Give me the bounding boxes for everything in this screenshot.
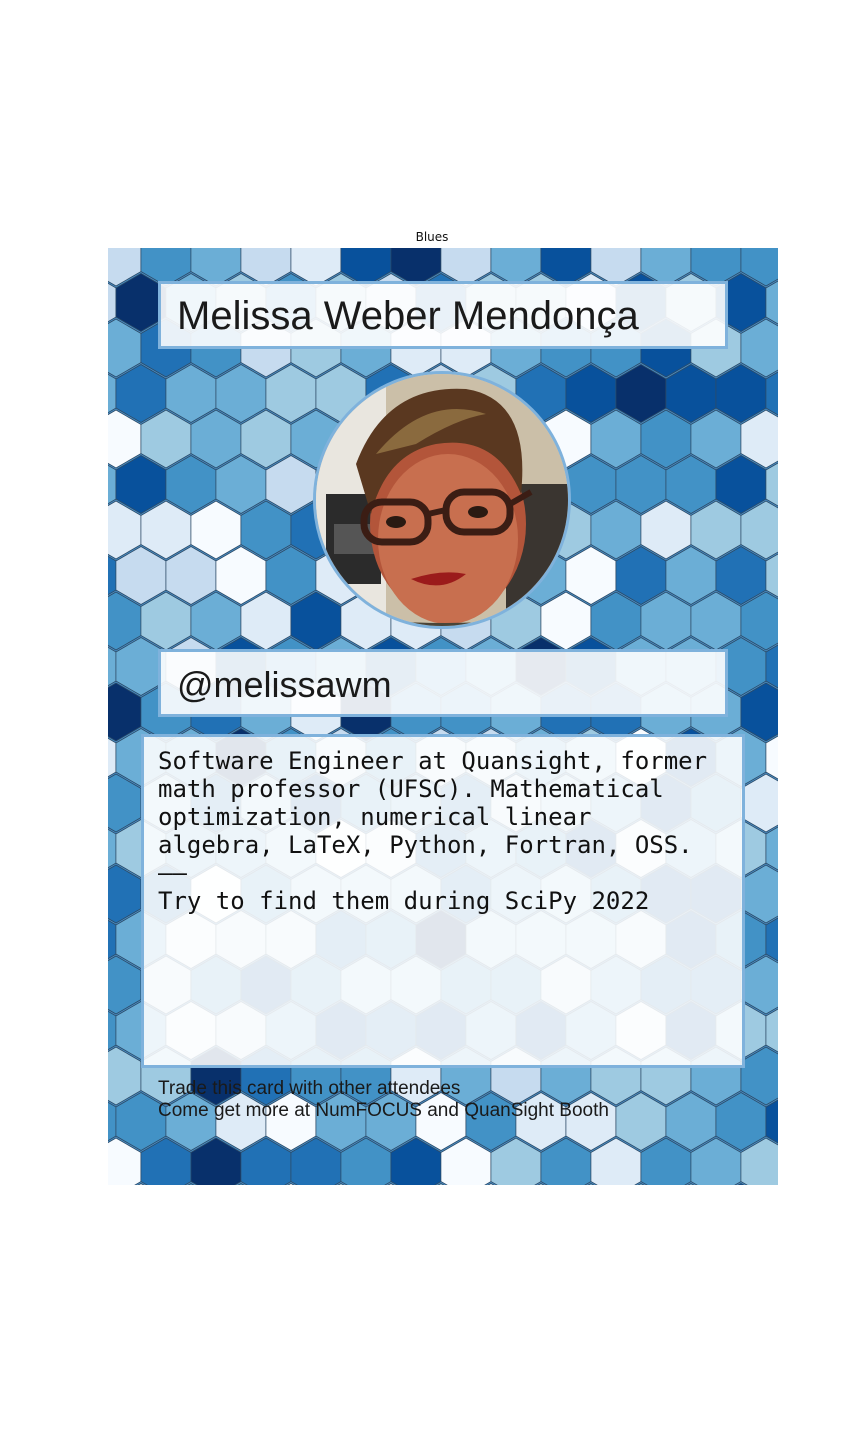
hexagon-tile	[115, 546, 167, 605]
hexagon-tile	[140, 591, 192, 651]
hexagon-tile	[737, 1183, 745, 1185]
hexagon-tile	[190, 500, 242, 560]
hexagon-tile	[240, 409, 292, 469]
hexagon-tile	[165, 455, 217, 514]
hexagon-tile	[290, 591, 342, 651]
hexagon-tile	[765, 917, 778, 962]
hexagon-tile	[265, 546, 317, 605]
hexagon-tile	[215, 455, 267, 514]
hexagon-tile	[487, 1183, 495, 1185]
hexagon-tile	[137, 1183, 145, 1185]
hexagon-tile	[615, 455, 667, 514]
hexagon-tile	[615, 364, 667, 423]
bio-text: Software Engineer at Quansight, former m…	[158, 747, 708, 915]
hexagon-tile	[765, 826, 778, 871]
hexagon-tile	[615, 1092, 667, 1151]
profile-photo-icon	[316, 374, 568, 626]
hexagon-tile	[690, 591, 742, 651]
hexagon-tile	[215, 546, 267, 605]
hexagon-tile	[765, 462, 778, 507]
name-panel: Melissa Weber Mendonça	[158, 281, 728, 349]
hexagon-tile	[765, 1008, 778, 1053]
footer-booth-line: Come get more at NumFOCUS and QuanSight …	[158, 1100, 609, 1121]
hexagon-tile	[740, 1137, 778, 1185]
hexagon-tile	[565, 455, 617, 514]
hexagon-tile	[265, 364, 317, 423]
hexagon-tile	[765, 553, 778, 598]
trading-card: Melissa Weber Mendonça @melissawm Softwa…	[108, 248, 778, 1185]
hexagon-tile	[165, 546, 217, 605]
hexagon-tile	[387, 1183, 395, 1185]
hexagon-tile	[740, 318, 778, 378]
hexagon-tile	[540, 591, 592, 651]
hexagon-tile	[537, 1183, 545, 1185]
hexagon-tile	[240, 591, 292, 651]
hexagon-tile	[590, 409, 642, 469]
hexagon-tile	[140, 409, 192, 469]
hexagon-tile	[590, 591, 642, 651]
hexagon-tile	[187, 1183, 195, 1185]
hexagon-tile	[665, 455, 717, 514]
hexagon-tile	[240, 500, 292, 560]
hexagon-tile	[665, 546, 717, 605]
hexagon-tile	[740, 248, 778, 287]
hexagon-tile	[740, 500, 778, 560]
hexagon-tile	[637, 1183, 645, 1185]
hexagon-tile	[765, 644, 778, 689]
hexagon-tile	[565, 546, 617, 605]
hexagon-tile	[715, 455, 767, 514]
hexagon-tile	[690, 409, 742, 469]
hexagon-tile	[190, 409, 242, 469]
hexagon-tile	[565, 364, 617, 423]
twitter-handle: @melissawm	[177, 664, 392, 705]
card-footer: Trade this card with other attendees Com…	[158, 1078, 609, 1122]
hexagon-tile	[437, 1183, 445, 1185]
footer-trade-line: Trade this card with other attendees	[158, 1078, 461, 1099]
hexagon-tile	[337, 1183, 345, 1185]
hexagon-tile	[108, 248, 142, 287]
hexagon-tile	[715, 546, 767, 605]
hexagon-tile	[765, 1099, 778, 1144]
hexagon-tile	[287, 1183, 295, 1185]
hexagon-tile	[237, 1183, 245, 1185]
hexagon-tile	[690, 500, 742, 560]
hexagon-tile	[115, 455, 167, 514]
person-name: Melissa Weber Mendonça	[177, 294, 639, 338]
hexagon-tile	[640, 409, 692, 469]
hexagon-tile	[715, 364, 767, 423]
hexagon-tile	[665, 364, 717, 423]
hexagon-tile	[665, 1092, 717, 1151]
hexagon-tile	[740, 591, 778, 651]
hexagon-tile	[265, 455, 317, 514]
hexagon-tile	[590, 500, 642, 560]
hexagon-tile	[640, 500, 692, 560]
hexagon-tile	[765, 735, 778, 780]
hexagon-tile	[715, 1092, 767, 1151]
hexagon-tile	[765, 280, 778, 325]
hexagon-tile	[587, 1183, 595, 1185]
hexagon-tile	[190, 591, 242, 651]
hexagon-tile	[115, 364, 167, 423]
avatar	[313, 371, 571, 629]
hexagon-tile	[765, 371, 778, 416]
hexagon-tile	[215, 364, 267, 423]
hexagon-tile	[740, 409, 778, 469]
hexagon-tile	[640, 591, 692, 651]
bio-panel: Software Engineer at Quansight, former m…	[141, 734, 745, 1068]
colormap-caption: Blues	[415, 230, 449, 244]
hexagon-tile	[687, 1183, 695, 1185]
hexagon-tile	[615, 546, 667, 605]
hexagon-tile	[165, 364, 217, 423]
handle-panel: @melissawm	[158, 649, 728, 717]
hexagon-tile	[140, 500, 192, 560]
hexagon-tile	[740, 682, 778, 742]
